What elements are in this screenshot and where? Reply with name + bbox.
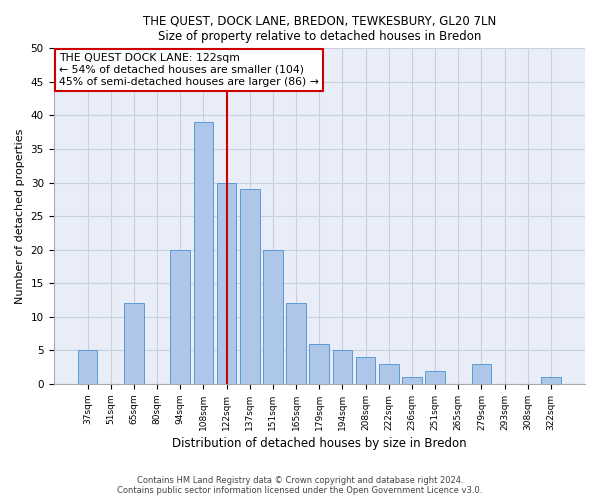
Text: THE QUEST DOCK LANE: 122sqm
← 54% of detached houses are smaller (104)
45% of se: THE QUEST DOCK LANE: 122sqm ← 54% of det… bbox=[59, 54, 319, 86]
Y-axis label: Number of detached properties: Number of detached properties bbox=[15, 128, 25, 304]
Bar bbox=[310, 344, 329, 384]
Bar bbox=[263, 250, 283, 384]
Bar bbox=[170, 250, 190, 384]
Bar bbox=[472, 364, 491, 384]
Bar bbox=[425, 370, 445, 384]
Bar bbox=[286, 304, 306, 384]
Bar bbox=[77, 350, 97, 384]
Bar bbox=[217, 182, 236, 384]
Bar bbox=[541, 377, 561, 384]
Bar bbox=[194, 122, 213, 384]
Bar bbox=[356, 357, 376, 384]
Text: Contains HM Land Registry data © Crown copyright and database right 2024.
Contai: Contains HM Land Registry data © Crown c… bbox=[118, 476, 482, 495]
Bar bbox=[124, 304, 144, 384]
Title: THE QUEST, DOCK LANE, BREDON, TEWKESBURY, GL20 7LN
Size of property relative to : THE QUEST, DOCK LANE, BREDON, TEWKESBURY… bbox=[143, 15, 496, 43]
Bar bbox=[332, 350, 352, 384]
Bar bbox=[379, 364, 398, 384]
X-axis label: Distribution of detached houses by size in Bredon: Distribution of detached houses by size … bbox=[172, 437, 467, 450]
Bar bbox=[402, 377, 422, 384]
Bar bbox=[240, 190, 260, 384]
